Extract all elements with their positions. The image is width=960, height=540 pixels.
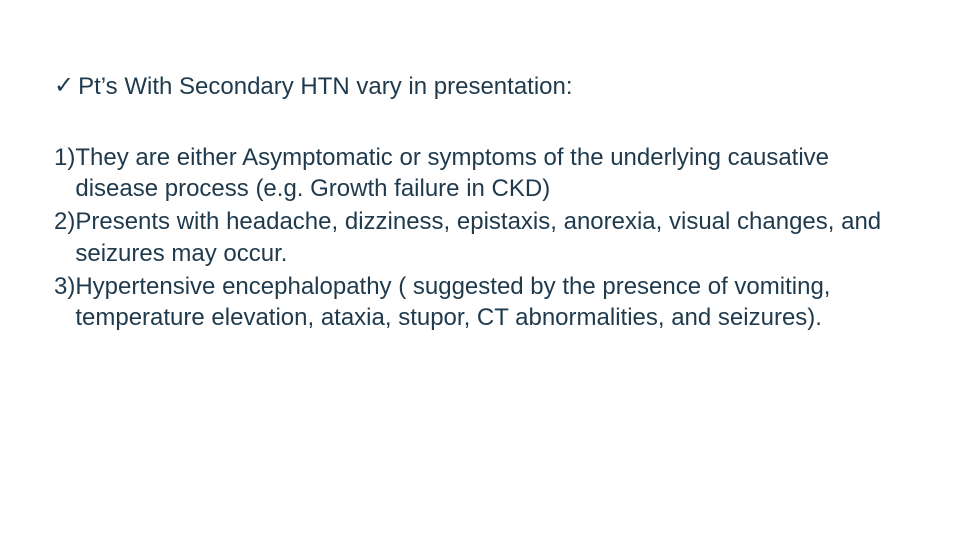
list-text: They are either Asymptomatic or symptoms…	[75, 142, 912, 204]
list-number: 3)	[54, 271, 75, 302]
list-item: 2) Presents with headache, dizziness, ep…	[54, 206, 912, 268]
slide: ✓ Pt’s With Secondary HTN vary in presen…	[0, 0, 960, 540]
checkmark-icon: ✓	[54, 72, 74, 101]
bullet-line: ✓ Pt’s With Secondary HTN vary in presen…	[48, 72, 912, 102]
list-number: 1)	[54, 142, 75, 173]
numbered-list: 1) They are either Asymptomatic or sympt…	[48, 142, 912, 333]
bullet-text: Pt’s With Secondary HTN vary in presenta…	[78, 72, 572, 102]
list-item: 3) Hypertensive encephalopathy ( suggest…	[54, 271, 912, 333]
list-item: 1) They are either Asymptomatic or sympt…	[54, 142, 912, 204]
list-text: Hypertensive encephalopathy ( suggested …	[75, 271, 912, 333]
list-text: Presents with headache, dizziness, epist…	[75, 206, 912, 268]
list-number: 2)	[54, 206, 75, 237]
